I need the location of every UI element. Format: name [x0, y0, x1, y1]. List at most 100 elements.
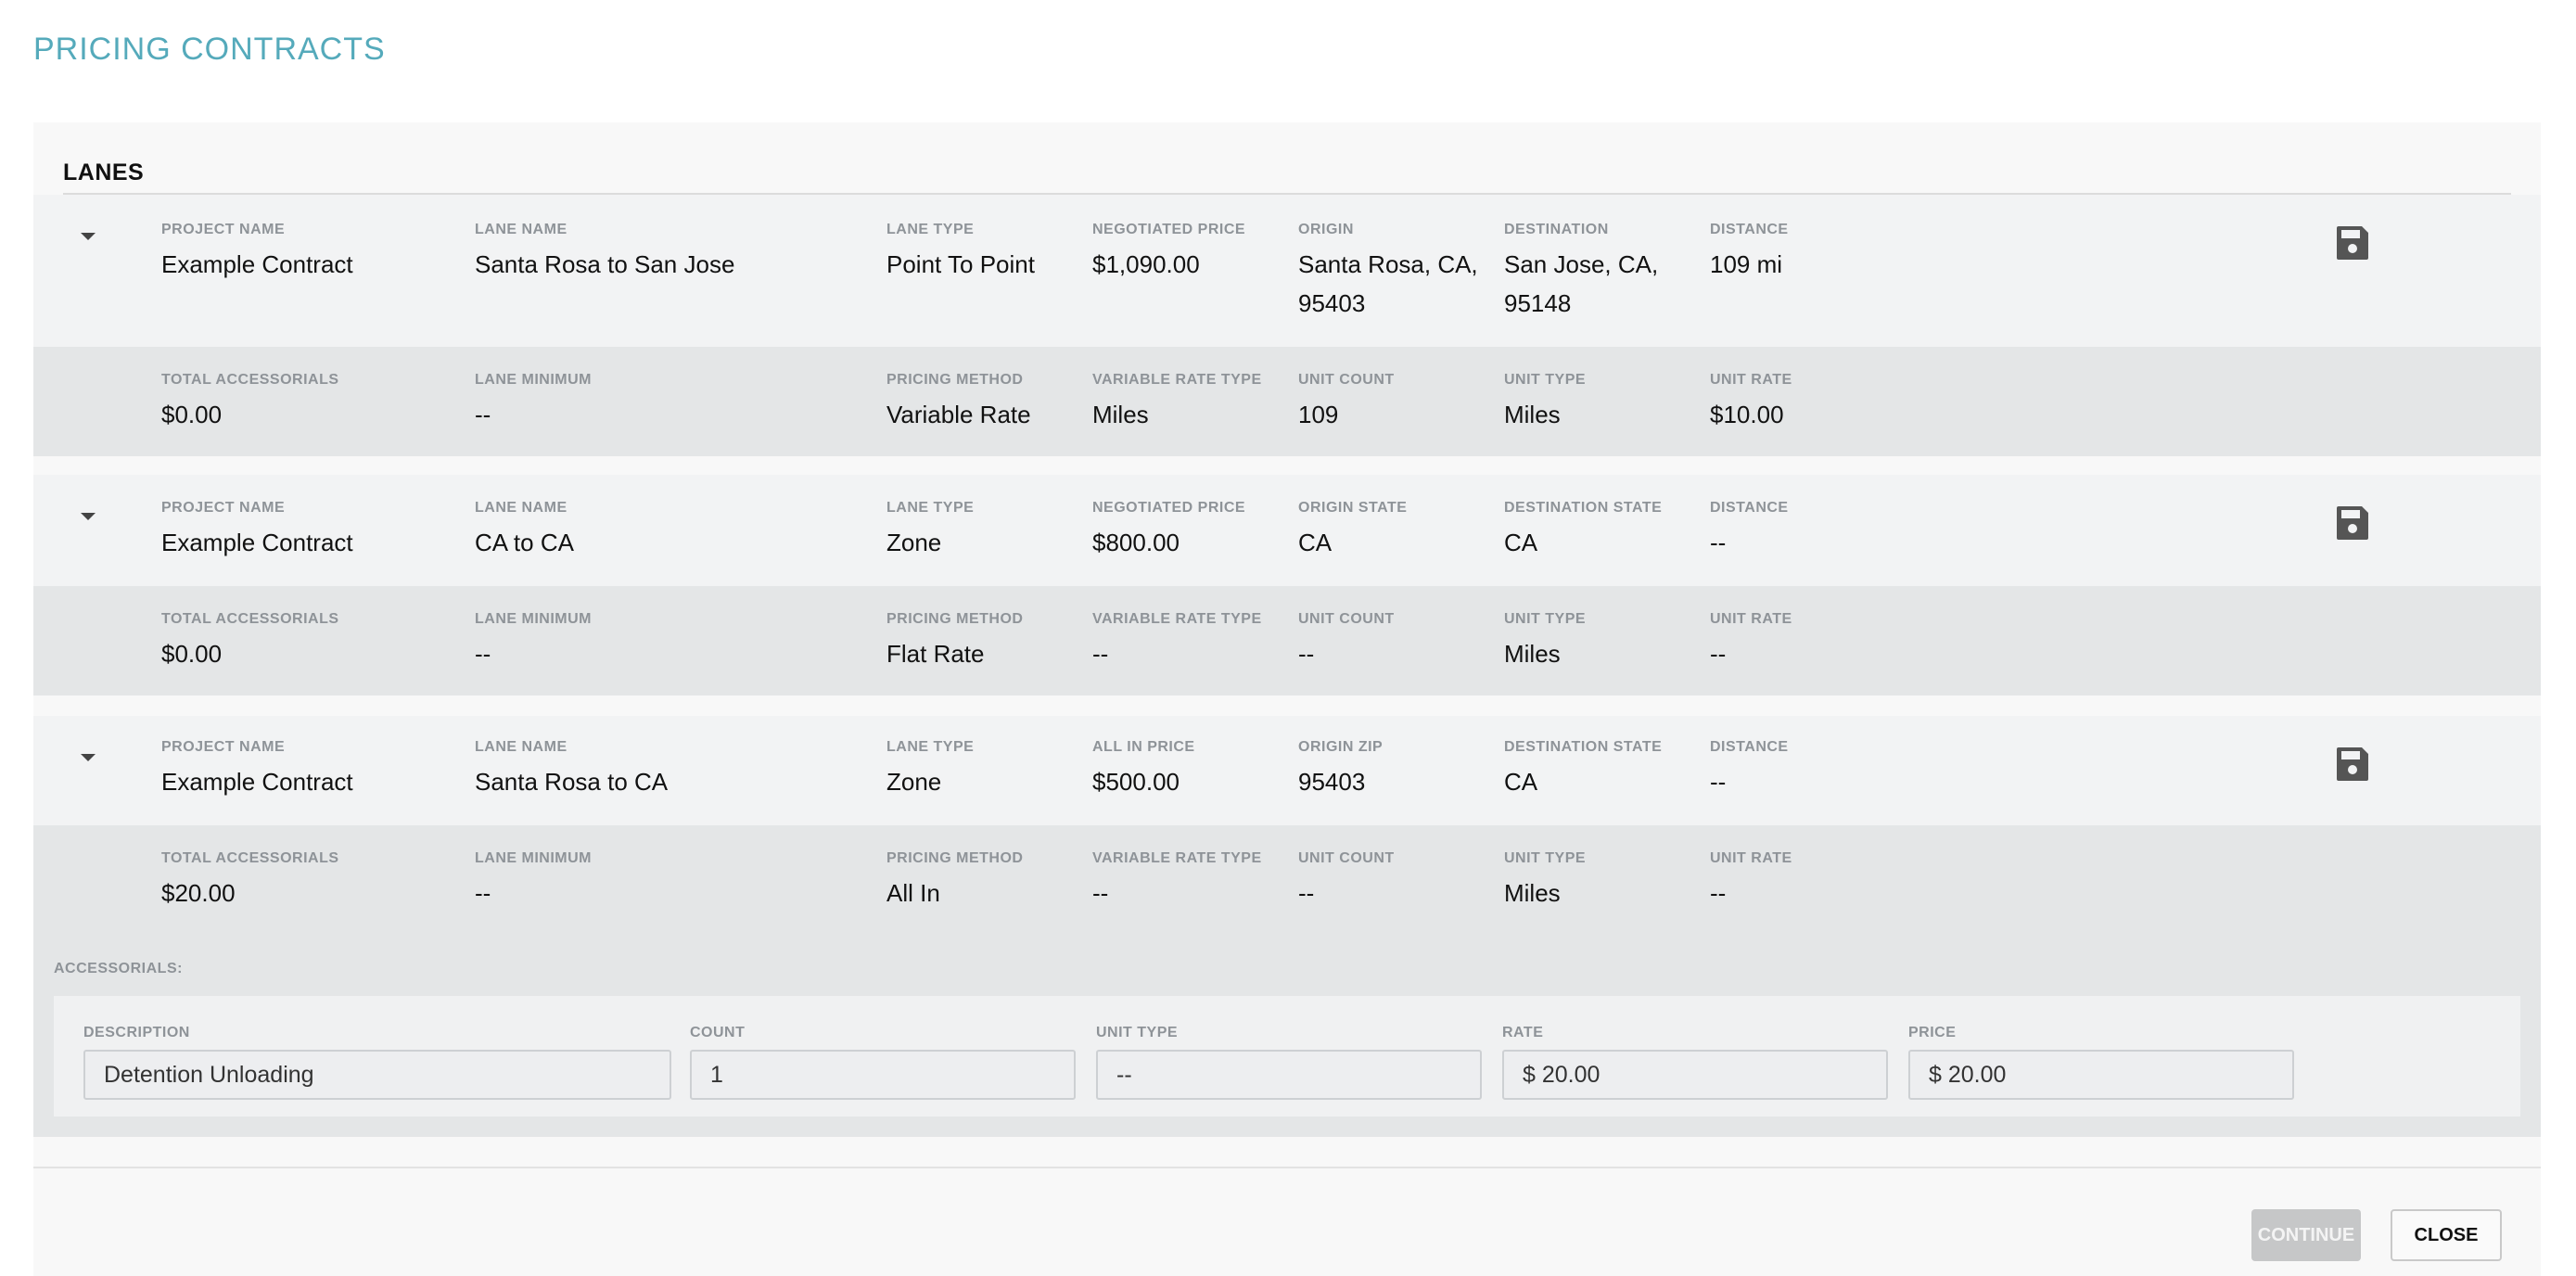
field-destination-state: DESTINATION STATE CA [1504, 738, 1662, 801]
page-title: PRICING CONTRACTS [33, 32, 386, 67]
field-project-name: PROJECT NAME Example Contract [161, 738, 353, 801]
field-unit-rate: UNIT RATE $10.00 [1710, 371, 1792, 434]
field-unit-type: UNIT TYPE Miles [1504, 610, 1586, 673]
lane-detail-row: TOTAL ACCESSORIALS $20.00 LANE MINIMUM -… [33, 825, 2541, 1137]
field-value: Santa Rosa to CA [475, 768, 669, 796]
section-title: LANES [63, 160, 145, 185]
field-label: NEGOTIATED PRICE [1092, 222, 1246, 237]
field-label: UNIT COUNT [1298, 372, 1395, 388]
caret-down-icon[interactable] [74, 503, 102, 530]
field-label: UNIT RATE [1710, 611, 1792, 627]
field-price: NEGOTIATED PRICE $1,090.00 [1092, 221, 1245, 284]
accessorial-rate: RATE $ 20.00 [1502, 1024, 1888, 1100]
accessorial-unit-type: UNIT TYPE -- [1096, 1024, 1482, 1100]
field-label: UNIT TYPE [1504, 850, 1587, 866]
field-value: -- [1298, 879, 1315, 907]
field-label: PROJECT NAME [161, 500, 286, 516]
field-value: -- [475, 879, 491, 907]
field-lane-type: LANE TYPE Point To Point [886, 221, 1035, 284]
save-icon[interactable] [2335, 504, 2370, 542]
field-value: $0.00 [161, 401, 223, 428]
field-label: PRICE [1908, 1025, 1957, 1040]
field-label: UNIT TYPE [1504, 611, 1587, 627]
unit-type-input[interactable]: -- [1096, 1050, 1482, 1100]
accessorial-description: DESCRIPTION Detention Unloading [83, 1024, 671, 1100]
price-input[interactable]: $ 20.00 [1908, 1050, 2294, 1100]
field-label: PROJECT NAME [161, 222, 286, 237]
field-unit-count: UNIT COUNT -- [1298, 849, 1395, 912]
field-total-accessorials: TOTAL ACCESSORIALS $0.00 [161, 371, 339, 434]
field-value: Point To Point [886, 250, 1035, 278]
field-value: Zone [886, 768, 942, 796]
description-input[interactable]: Detention Unloading [83, 1050, 671, 1100]
field-destination: DESTINATION San Jose, CA, 95148 [1504, 221, 1671, 323]
field-label: DESTINATION [1504, 222, 1609, 237]
field-value: Miles [1504, 640, 1561, 668]
field-project-name: PROJECT NAME Example Contract [161, 221, 353, 284]
field-value: CA [1298, 529, 1333, 556]
field-pricing-method: PRICING METHOD Flat Rate [886, 610, 1023, 673]
field-label: ALL IN PRICE [1092, 739, 1195, 755]
field-label: LANE MINIMUM [475, 372, 592, 388]
field-origin-state: ORIGIN STATE CA [1298, 499, 1407, 562]
field-lane-minimum: LANE MINIMUM -- [475, 610, 592, 673]
lane-detail-row: TOTAL ACCESSORIALS $0.00 LANE MINIMUM --… [33, 347, 2541, 456]
field-unit-count: UNIT COUNT 109 [1298, 371, 1395, 434]
lane-main-row: PROJECT NAME Example Contract LANE NAME … [33, 195, 2541, 347]
field-label: PROJECT NAME [161, 739, 286, 755]
footer-divider [33, 1167, 2541, 1168]
lane-card: PROJECT NAME Example Contract LANE NAME … [33, 716, 2541, 1137]
field-label: LANE NAME [475, 739, 567, 755]
field-origin: ORIGIN Santa Rosa, CA, 95403 [1298, 221, 1484, 323]
field-label: PRICING METHOD [886, 611, 1024, 627]
field-label: UNIT TYPE [1096, 1025, 1179, 1040]
field-origin-zip: ORIGIN ZIP 95403 [1298, 738, 1383, 801]
field-unit-type: UNIT TYPE Miles [1504, 371, 1586, 434]
close-button[interactable]: CLOSE [2391, 1209, 2502, 1261]
field-value: 109 [1298, 401, 1339, 428]
field-value: $1,090.00 [1092, 250, 1200, 278]
field-lane-minimum: LANE MINIMUM -- [475, 371, 592, 434]
continue-button[interactable]: CONTINUE [2251, 1209, 2361, 1261]
lane-card: PROJECT NAME Example Contract LANE NAME … [33, 475, 2541, 695]
field-value: Santa Rosa, CA, 95403 [1298, 250, 1478, 317]
field-label: UNIT COUNT [1298, 611, 1395, 627]
field-value: San Jose, CA, 95148 [1504, 250, 1659, 317]
field-value: -- [1710, 529, 1727, 556]
caret-down-icon[interactable] [74, 223, 102, 250]
field-label: PRICING METHOD [886, 850, 1024, 866]
field-label: ORIGIN STATE [1298, 500, 1408, 516]
field-label: LANE TYPE [886, 739, 975, 755]
field-label: LANE TYPE [886, 500, 975, 516]
field-pricing-method: PRICING METHOD Variable Rate [886, 371, 1031, 434]
field-value: 109 mi [1710, 250, 1783, 278]
field-label: VARIABLE RATE TYPE [1092, 850, 1262, 866]
lane-card: PROJECT NAME Example Contract LANE NAME … [33, 195, 2541, 456]
caret-down-icon[interactable] [74, 744, 102, 772]
field-label: UNIT COUNT [1298, 850, 1395, 866]
field-value: Santa Rosa to San Jose [475, 250, 735, 278]
field-label: UNIT RATE [1710, 850, 1792, 866]
field-label: LANE TYPE [886, 222, 975, 237]
field-value: -- [1092, 640, 1109, 668]
field-value: $20.00 [161, 879, 236, 907]
rate-input[interactable]: $ 20.00 [1502, 1050, 1888, 1100]
save-icon[interactable] [2335, 224, 2370, 262]
accessorial-count: COUNT 1 [690, 1024, 1076, 1100]
field-unit-rate: UNIT RATE -- [1710, 610, 1792, 673]
count-input[interactable]: 1 [690, 1050, 1076, 1100]
field-lane-minimum: LANE MINIMUM -- [475, 849, 592, 912]
field-label: PRICING METHOD [886, 372, 1024, 388]
field-label: TOTAL ACCESSORIALS [161, 611, 339, 627]
field-label: VARIABLE RATE TYPE [1092, 611, 1262, 627]
field-lane-type: LANE TYPE Zone [886, 738, 974, 801]
field-value: $10.00 [1710, 401, 1784, 428]
save-icon[interactable] [2335, 746, 2370, 783]
field-price: ALL IN PRICE $500.00 [1092, 738, 1195, 801]
field-total-accessorials: TOTAL ACCESSORIALS $20.00 [161, 849, 339, 912]
field-value: Example Contract [161, 768, 353, 796]
field-value: $0.00 [161, 640, 223, 668]
field-value: CA to CA [475, 529, 574, 556]
field-value: -- [1092, 879, 1109, 907]
field-label: TOTAL ACCESSORIALS [161, 372, 339, 388]
